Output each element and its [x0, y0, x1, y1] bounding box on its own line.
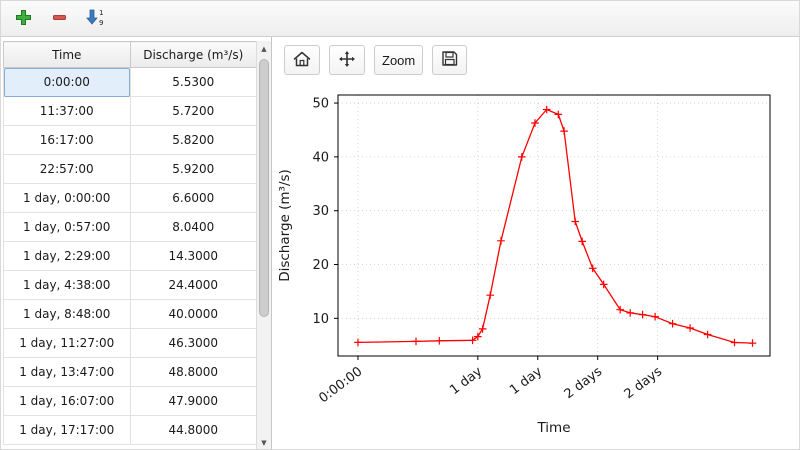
zoom-button[interactable]: Zoom [374, 45, 424, 75]
table-row[interactable]: 22:57:00 5.9200 [3, 154, 257, 184]
time-cell[interactable]: 1 day, 8:48:00 [3, 299, 131, 329]
y-tick-label: 20 [312, 258, 329, 273]
chart-panel: Zoom 0:00:00 1 day 1 day 2 days 2 days 10 20 30… [272, 37, 799, 449]
x-tick-label: 0:00:00 [316, 364, 365, 406]
time-column-header[interactable]: Time [3, 41, 131, 68]
time-cell[interactable]: 22:57:00 [3, 154, 131, 184]
discharge-cell[interactable]: 47.9000 [129, 386, 257, 416]
table-row[interactable]: 1 day, 16:07:00 47.9000 [3, 386, 257, 416]
time-cell[interactable]: 1 day, 0:00:00 [3, 183, 131, 213]
timeseries-table-panel: Time Discharge (m³/s) 0:00:00 5.5300 11:37… [1, 37, 272, 449]
table-header-row: Time Discharge (m³/s) [3, 41, 257, 68]
x-tick-label: 2 days [622, 364, 666, 402]
time-cell[interactable]: 16:17:00 [3, 125, 131, 155]
add-row-button[interactable] [9, 5, 37, 33]
discharge-cell[interactable]: 8.0400 [129, 212, 257, 242]
pan-button[interactable] [329, 45, 365, 75]
x-tick-label: 1 day [447, 364, 485, 398]
time-cell[interactable]: 1 day, 13:47:00 [3, 357, 131, 387]
save-button[interactable] [432, 45, 468, 75]
discharge-cell[interactable]: 24.4000 [129, 270, 257, 300]
table-row[interactable]: 1 day, 2:29:00 14.3000 [3, 241, 257, 271]
discharge-plot[interactable]: 0:00:00 1 day 1 day 2 days 2 days 10 20 30 40 50 T… [272, 79, 799, 449]
table-row[interactable]: 0:00:00 5.5300 [3, 67, 257, 97]
discharge-cell[interactable]: 5.8200 [129, 125, 257, 155]
time-cell[interactable]: 1 day, 17:17:00 [3, 415, 131, 445]
table-row[interactable]: 1 day, 17:17:00 44.8000 [3, 415, 257, 445]
scroll-down-icon[interactable]: ▼ [257, 435, 271, 449]
x-axis-label: Time [536, 420, 570, 436]
y-axis-label: Discharge (m³/s) [277, 169, 293, 282]
table-row[interactable]: 11:37:00 5.7200 [3, 96, 257, 126]
discharge-series-line [357, 108, 753, 344]
discharge-cell[interactable]: 48.8000 [129, 357, 257, 387]
time-cell[interactable]: 11:37:00 [3, 96, 131, 126]
discharge-plot-svg: 0:00:00 1 day 1 day 2 days 2 days 10 20 30 40 50 T… [277, 94, 771, 436]
timeseries-table: Time Discharge (m³/s) 0:00:00 5.5300 11:37… [3, 41, 257, 445]
y-tick-label: 10 [312, 312, 329, 327]
discharge-cell[interactable]: 5.7200 [129, 96, 257, 126]
svg-text:9: 9 [99, 19, 103, 26]
scroll-up-icon[interactable]: ▲ [257, 41, 271, 56]
zoom-button-label: Zoom [382, 52, 416, 68]
main-area: Time Discharge (m³/s) 0:00:00 5.5300 11:37… [1, 37, 799, 449]
table-scrollbar[interactable]: ▲ ▼ [256, 41, 271, 449]
discharge-cell[interactable]: 6.6000 [129, 183, 257, 213]
minus-icon [51, 9, 68, 29]
table-row[interactable]: 1 day, 0:57:00 8.0400 [3, 212, 257, 242]
time-cell[interactable]: 1 day, 2:29:00 [3, 241, 131, 271]
sort-numeric-down-icon: 1 9 [85, 8, 105, 29]
time-cell[interactable]: 0:00:00 [3, 67, 131, 97]
y-tick-label: 40 [312, 150, 329, 165]
discharge-column-header[interactable]: Discharge (m³/s) [129, 41, 257, 68]
table-body: 0:00:00 5.5300 11:37:00 5.7200 16:17:00 5.820… [3, 67, 257, 445]
table-row[interactable]: 1 day, 8:48:00 40.0000 [3, 299, 257, 329]
pan-icon [337, 49, 357, 72]
discharge-cell[interactable]: 44.8000 [129, 415, 257, 445]
plot-toolbar: Zoom [272, 37, 799, 79]
svg-text:1: 1 [99, 9, 103, 17]
discharge-cell[interactable]: 5.5300 [129, 67, 257, 97]
x-tick-label: 1 day [507, 364, 545, 398]
table-row[interactable]: 1 day, 11:27:00 46.3000 [3, 328, 257, 358]
plus-icon [15, 9, 32, 29]
time-cell[interactable]: 1 day, 16:07:00 [3, 386, 131, 416]
home-button[interactable] [284, 45, 320, 75]
time-cell[interactable]: 1 day, 0:57:00 [3, 212, 131, 242]
discharge-cell[interactable]: 14.3000 [129, 241, 257, 271]
y-tick-label: 50 [312, 97, 329, 112]
scrollbar-thumb[interactable] [259, 59, 269, 317]
time-cell[interactable]: 1 day, 4:38:00 [3, 270, 131, 300]
y-tick-label: 30 [312, 204, 329, 219]
discharge-series-markers [354, 105, 757, 347]
remove-row-button[interactable] [45, 5, 73, 33]
table-toolbar: 1 9 [1, 1, 799, 37]
table-row[interactable]: 1 day, 0:00:00 6.6000 [3, 183, 257, 213]
discharge-cell[interactable]: 5.9200 [129, 154, 257, 184]
table-row[interactable]: 1 day, 4:38:00 24.4000 [3, 270, 257, 300]
table-row[interactable]: 1 day, 13:47:00 48.8000 [3, 357, 257, 387]
x-tick-label: 2 days [562, 364, 606, 402]
sort-rows-button[interactable]: 1 9 [81, 5, 109, 33]
save-icon [440, 49, 459, 71]
discharge-cell[interactable]: 46.3000 [129, 328, 257, 358]
table-row[interactable]: 16:17:00 5.8200 [3, 125, 257, 155]
discharge-cell[interactable]: 40.0000 [129, 299, 257, 329]
time-cell[interactable]: 1 day, 11:27:00 [3, 328, 131, 358]
home-icon [292, 50, 312, 71]
